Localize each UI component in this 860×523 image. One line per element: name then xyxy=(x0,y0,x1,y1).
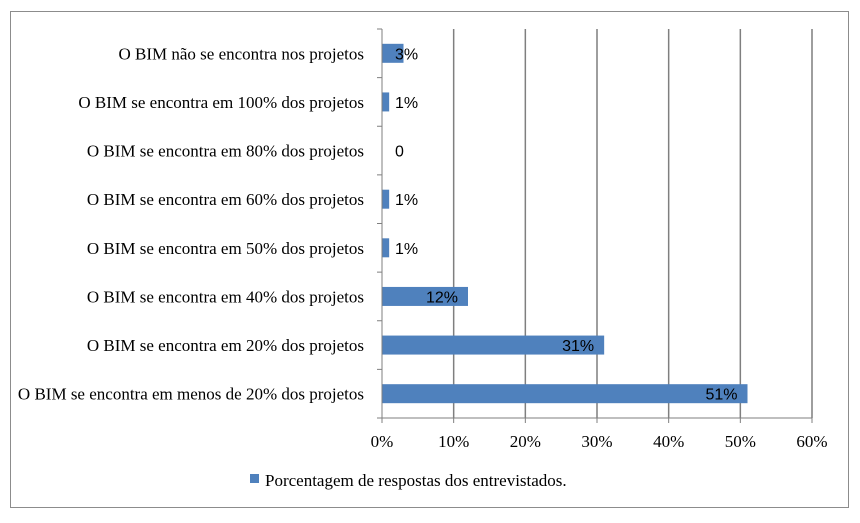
legend-label: Porcentagem de respostas dos entrevistad… xyxy=(265,471,567,490)
category-label: O BIM se encontra em 100% dos projetos xyxy=(78,93,364,112)
data-label: 1% xyxy=(395,192,418,209)
x-tick-label: 40% xyxy=(653,432,684,451)
category-label: O BIM se encontra em 20% dos projetos xyxy=(87,336,364,355)
data-label: 0 xyxy=(395,144,404,161)
category-label: O BIM se encontra em 60% dos projetos xyxy=(87,190,364,209)
category-label: O BIM se encontra em 50% dos projetos xyxy=(87,239,364,258)
x-tick-label: 0% xyxy=(371,432,394,451)
bar xyxy=(382,286,468,306)
bar xyxy=(382,92,390,112)
bar xyxy=(382,189,390,209)
legend-swatch xyxy=(250,474,259,483)
bars xyxy=(382,43,748,404)
x-tick-label: 30% xyxy=(581,432,612,451)
x-tick-label: 10% xyxy=(438,432,469,451)
x-tick-label: 50% xyxy=(725,432,756,451)
chart-frame xyxy=(10,11,849,508)
category-label: O BIM se encontra em menos de 20% dos pr… xyxy=(18,385,364,404)
grid-lines xyxy=(452,29,813,418)
bar xyxy=(382,335,605,355)
bar xyxy=(382,238,390,258)
data-label: 31% xyxy=(562,338,594,355)
data-label: 3% xyxy=(395,46,418,63)
bar xyxy=(382,384,748,404)
category-label: O BIM se encontra em 80% dos projetos xyxy=(87,142,364,161)
legend: Porcentagem de respostas dos entrevistad… xyxy=(250,471,567,490)
bar xyxy=(382,43,404,63)
category-label: O BIM se encontra em 40% dos projetos xyxy=(87,287,364,306)
x-tick-label: 60% xyxy=(796,432,827,451)
data-label: 1% xyxy=(395,241,418,258)
data-label: 12% xyxy=(426,289,458,306)
data-label: 51% xyxy=(705,387,737,404)
labels: 0% 10% 20% 30% 40% 50% 60% O BIM não se encontr… xyxy=(18,44,828,451)
axes xyxy=(377,28,813,423)
category-label: O BIM não se encontra nos projetos xyxy=(118,44,364,63)
data-label: 1% xyxy=(395,95,418,112)
x-tick-label: 20% xyxy=(510,432,541,451)
